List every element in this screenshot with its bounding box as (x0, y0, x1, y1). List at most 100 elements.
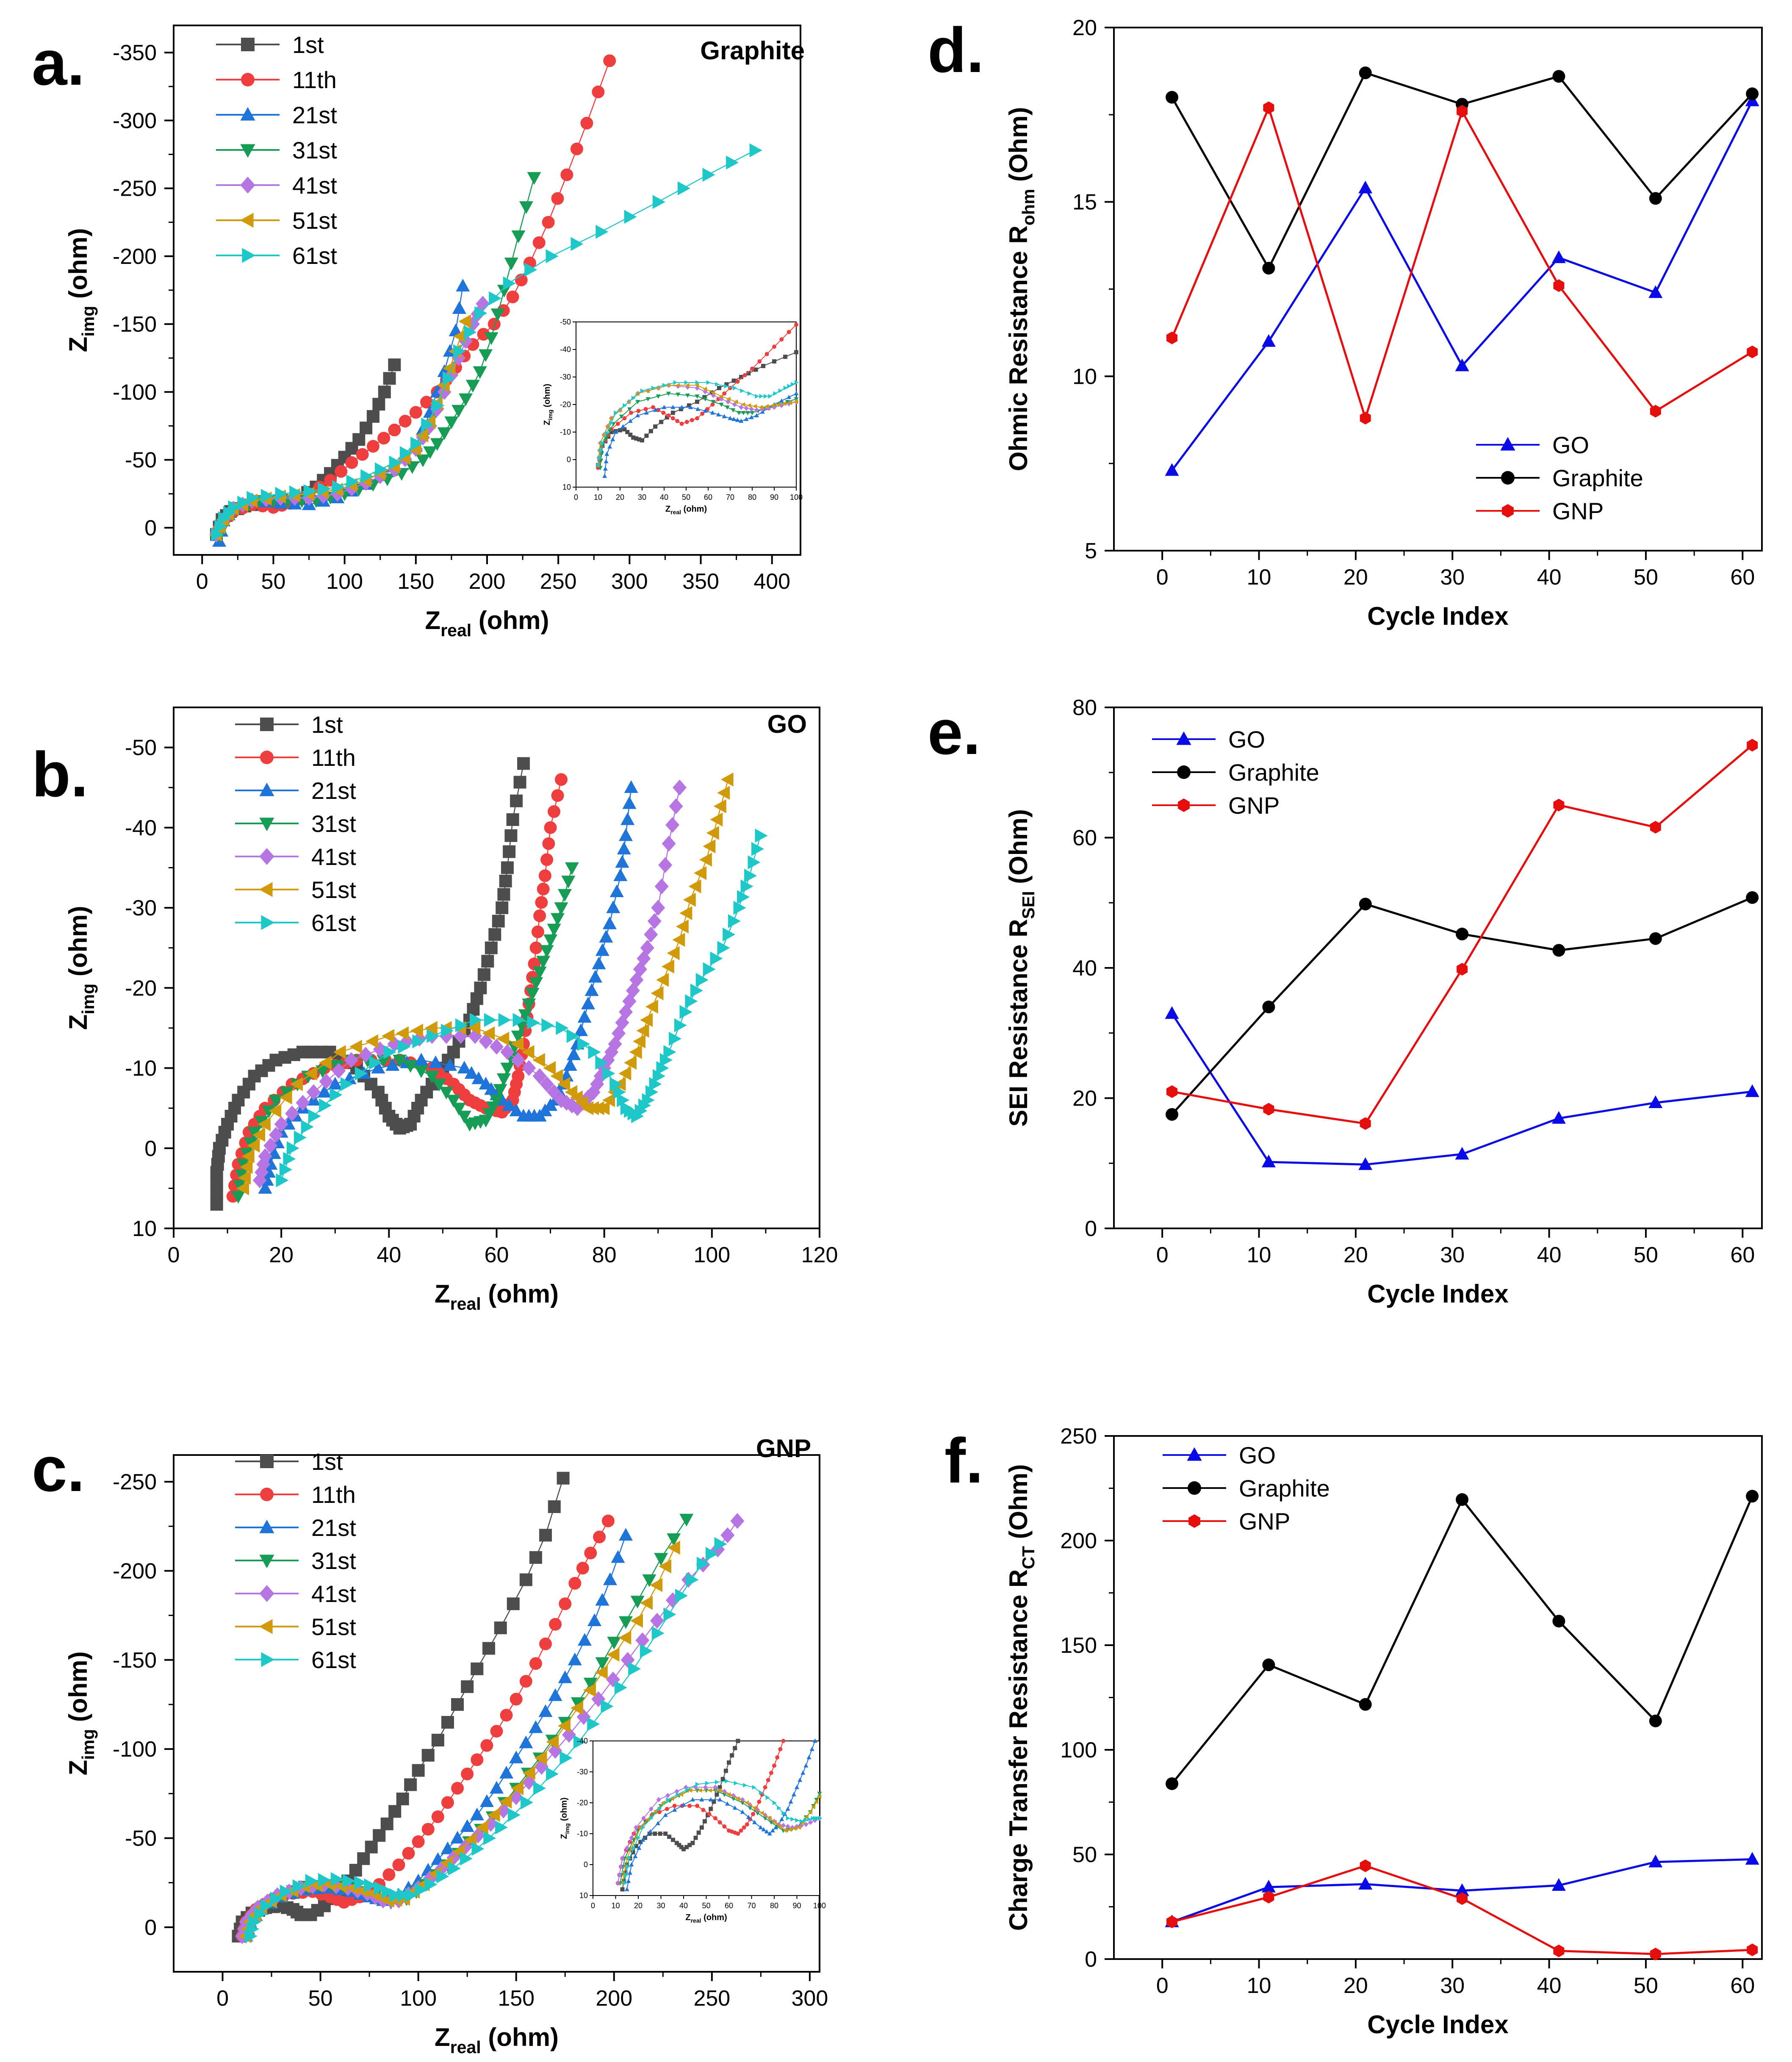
inset-data-point (725, 1801, 730, 1806)
inset-x-axis-label-sub: real (691, 1917, 701, 1924)
inset-data-point (772, 344, 776, 349)
legend-label: 41st (311, 843, 356, 870)
data-point (533, 1781, 546, 1796)
data-point (574, 1023, 588, 1036)
inset-data-point (817, 1791, 822, 1796)
inset-x-axis-label-unit: (ohm) (681, 504, 707, 514)
data-point (583, 1677, 598, 1691)
legend-label: 41st (311, 1580, 356, 1607)
data-point (601, 1699, 614, 1713)
data-point (420, 396, 433, 409)
x-tick-label: 0 (1156, 1973, 1169, 1998)
data-point (1166, 1085, 1177, 1098)
data-point (608, 1036, 622, 1052)
data-point (519, 1735, 533, 1749)
legend-item: 1st (235, 711, 343, 738)
data-point (548, 1688, 562, 1701)
data-point (571, 237, 584, 251)
inset-x-tick-label: 20 (616, 493, 624, 502)
data-point (290, 1077, 303, 1091)
inset-data-point (781, 1739, 786, 1743)
x-tick-label: 100 (400, 1986, 437, 2011)
inset-data-point (811, 1804, 815, 1810)
data-point (595, 1665, 608, 1680)
legend-item: 31st (216, 137, 337, 164)
x-tick-label: 50 (308, 1986, 333, 2011)
data-point (510, 794, 523, 807)
data-point (614, 1680, 627, 1695)
inset-data-point (665, 415, 669, 420)
inset-data-point (747, 391, 752, 396)
data-point (717, 786, 730, 800)
inset-data-point (658, 1832, 662, 1836)
inset-data-point (813, 1816, 817, 1821)
data-point (480, 1739, 493, 1752)
data-point (640, 1644, 653, 1658)
inset-y-axis-label: Zimg (ohm) (543, 384, 554, 425)
data-point (583, 1683, 596, 1697)
legend-item: 1st (216, 31, 324, 58)
inset-frame (576, 321, 797, 488)
data-point (493, 1084, 507, 1097)
data-point (440, 1841, 455, 1854)
data-point (410, 1023, 423, 1038)
data-point (576, 1562, 589, 1575)
inset-data-point (759, 1790, 763, 1795)
data-point (470, 1807, 484, 1821)
data-point (720, 1527, 735, 1544)
data-point (537, 882, 550, 895)
legend-label: Graphite (1239, 1475, 1330, 1502)
inset-data-point (779, 398, 784, 403)
inset-data-point (679, 421, 684, 426)
data-point (330, 1872, 343, 1886)
data-point (398, 1039, 411, 1054)
data-point (588, 970, 602, 983)
data-point (305, 1874, 318, 1888)
data-point (442, 371, 455, 385)
inset-data-point (759, 394, 764, 399)
data-point (276, 1173, 289, 1187)
inset-data-point (739, 1828, 743, 1833)
data-point (452, 301, 466, 314)
data-point (237, 496, 250, 510)
inset-x-tick-label: 80 (770, 1901, 778, 1910)
data-point (1360, 1859, 1371, 1872)
data-point (607, 1637, 621, 1649)
inset-data-point (731, 1797, 736, 1801)
x-axis-label-sub: real (450, 1294, 481, 1314)
y-tick-label: -30 (125, 896, 157, 920)
data-point (512, 1013, 526, 1027)
data-point (676, 919, 689, 934)
data-point (1746, 891, 1759, 904)
y-tick-label: -40 (125, 816, 157, 840)
data-point (364, 1878, 377, 1893)
data-point (479, 1033, 493, 1050)
legend-label: 1st (311, 1448, 343, 1475)
inset-data-point (800, 1770, 806, 1775)
data-point (499, 1765, 514, 1779)
x-tick-label: 0 (216, 1986, 229, 2011)
data-point (471, 1662, 484, 1675)
data-point (373, 1829, 386, 1842)
data-point (479, 349, 493, 362)
data-point (352, 433, 366, 446)
legend-label: 41st (292, 172, 337, 199)
inset-data-point (618, 1864, 623, 1870)
inset-data-point (772, 1763, 776, 1768)
inset-data-point (598, 455, 602, 460)
legend-marker (261, 915, 275, 930)
inset-series-line (617, 1741, 784, 1883)
data-point (665, 1592, 680, 1608)
inset-series-line (626, 1741, 816, 1890)
legend-item: 41st (235, 1580, 356, 1607)
data-point (388, 424, 401, 437)
data-point (425, 1070, 439, 1084)
data-point (650, 1613, 664, 1629)
x-tick-label: 20 (1343, 565, 1368, 590)
data-point (1358, 180, 1373, 194)
data-point (451, 1782, 464, 1795)
y-tick-label: 0 (1085, 1217, 1097, 1241)
inset-data-point (672, 1804, 677, 1808)
inset-data-point (703, 1785, 708, 1790)
data-point (527, 172, 541, 185)
